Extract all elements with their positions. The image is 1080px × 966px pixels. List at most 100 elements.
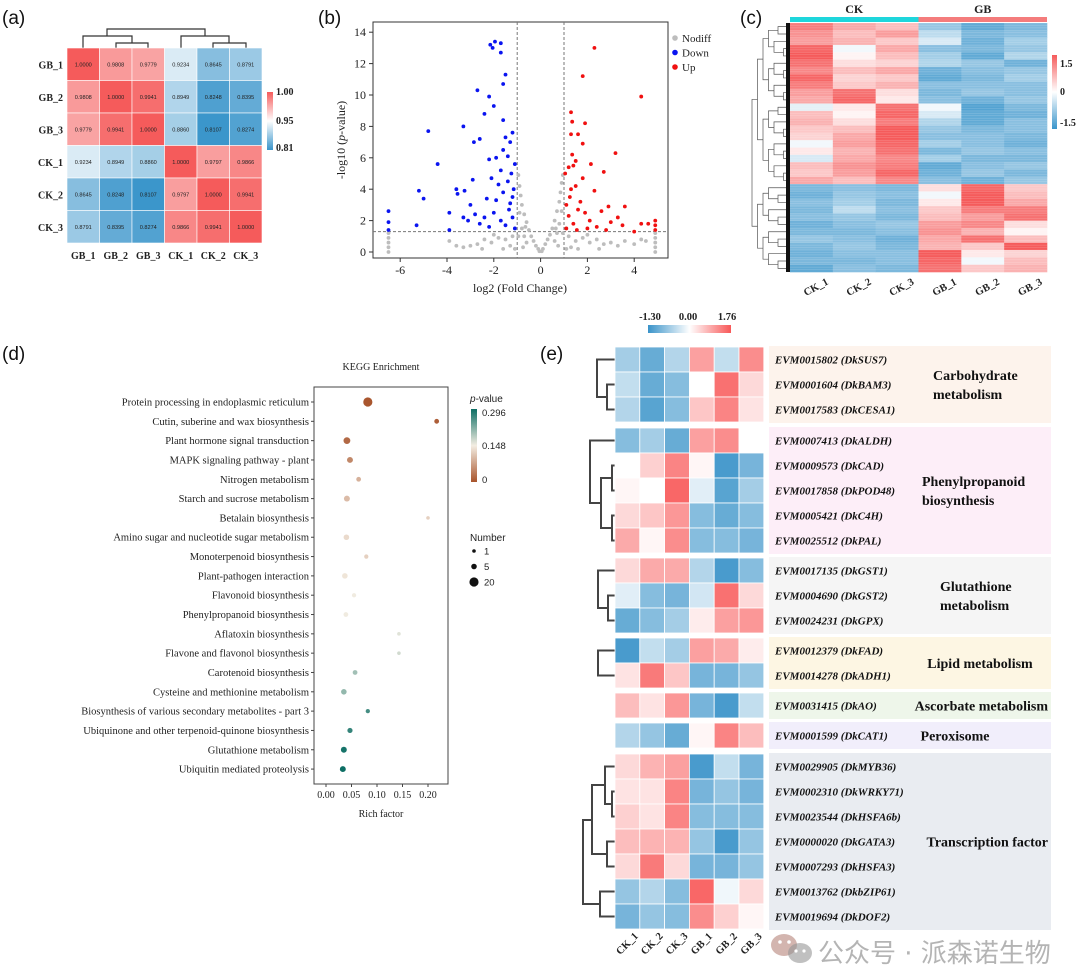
point-down	[501, 82, 506, 86]
heatmap-cell	[229, 112, 263, 146]
point-nodiff	[496, 235, 501, 240]
dendrogram-c	[751, 26, 788, 269]
category-label: Starch and sucrose metabolism	[179, 494, 309, 505]
heatmap-cell	[713, 722, 740, 749]
gene-label: EVM0004690 (DkGST2)	[774, 591, 888, 603]
heatmap-cell	[918, 110, 962, 119]
heatmap-cell	[664, 853, 690, 880]
point-up	[606, 204, 611, 209]
column-label: GB_1	[931, 277, 959, 299]
category-label: Monoterpenoid biosynthesis	[190, 552, 309, 563]
heatmap-cell	[875, 125, 919, 134]
point-down	[386, 220, 391, 225]
heatmap-cell	[875, 140, 919, 148]
column-label: GB_3	[739, 931, 765, 957]
colorbar-tick-label: 1.00	[276, 87, 294, 98]
heatmap-cell	[918, 228, 962, 236]
colorbar-tick-label: 1.76	[718, 312, 736, 323]
heatmap-cell	[614, 527, 641, 554]
heatmap-cell	[1004, 110, 1048, 119]
heatmap-cell	[832, 257, 876, 265]
heatmap-cell	[875, 235, 919, 244]
heatmap-cell	[614, 346, 641, 373]
heatmap-cell	[664, 753, 690, 780]
heatmap-cell	[961, 30, 1005, 38]
x-tick-label: -2	[489, 263, 499, 277]
heatmap-cell	[66, 145, 100, 179]
point-up	[570, 152, 575, 157]
heatmap-cell	[918, 132, 962, 141]
point-down	[503, 223, 508, 228]
heatmap-cell	[790, 23, 834, 31]
column-label: GB_1	[71, 251, 95, 262]
heatmap-cell	[664, 803, 690, 830]
gene-label: EVM0005421 (DkC4H)	[774, 511, 883, 523]
heatmap-cell	[713, 878, 740, 905]
column-label: CK_3	[233, 251, 258, 262]
point-down	[487, 224, 492, 229]
heatmap-cell	[1004, 125, 1048, 134]
heatmap-cell	[918, 74, 962, 82]
heatmap-cell	[832, 132, 876, 141]
cell-value: 0.9234	[75, 160, 92, 166]
heatmap-cell	[790, 184, 834, 192]
heatmap-cell	[918, 125, 962, 134]
legend-label: Down	[682, 48, 709, 60]
point-up	[622, 204, 627, 209]
heatmap-cell	[1004, 118, 1048, 126]
heatmap-cell	[875, 220, 919, 229]
point-nodiff	[601, 242, 606, 247]
column-label: CK_3	[664, 931, 690, 957]
cell-value: 0.8274	[140, 225, 157, 231]
heatmap-cell	[664, 828, 690, 855]
y-tick-label: 4	[360, 182, 366, 196]
heatmap-cell	[639, 662, 665, 689]
heatmap-cell	[832, 264, 876, 273]
enrichment-dot	[343, 534, 350, 541]
heatmap-cell	[66, 177, 100, 211]
heatmap-cell	[738, 371, 765, 398]
heatmap-cell	[738, 477, 765, 504]
row-label: GB_1	[39, 60, 63, 71]
point-down	[454, 187, 459, 192]
point-down	[466, 218, 470, 223]
point-nodiff	[541, 246, 545, 251]
heatmap-cell	[664, 557, 690, 584]
heatmap-cell	[664, 722, 690, 749]
heatmap-cell	[1004, 184, 1048, 192]
point-nodiff	[517, 210, 522, 215]
heatmap-cell	[1004, 162, 1048, 170]
heatmap-cell	[689, 853, 715, 880]
colorbar	[648, 325, 731, 333]
point-nodiff	[501, 246, 506, 251]
point-nodiff	[489, 240, 494, 245]
point-nodiff	[585, 232, 590, 237]
point-up	[564, 203, 569, 207]
heatmap-cell	[875, 118, 919, 126]
heatmap-cell	[689, 502, 715, 529]
heatmap-cell	[875, 88, 919, 97]
point-nodiff	[566, 234, 571, 239]
gene-label: EVM0001604 (DkBAM3)	[774, 380, 891, 392]
size-legend-marker	[469, 577, 479, 587]
colorbar	[267, 92, 273, 150]
heatmap-cell	[961, 96, 1005, 104]
cell-value: 0.9797	[172, 192, 189, 198]
point-up	[569, 132, 573, 137]
heatmap-cell	[918, 206, 962, 214]
heatmap-cell	[131, 177, 165, 211]
gene-label: EVM0007413 (DkALDH)	[774, 436, 892, 448]
cell-value: 1.0000	[237, 225, 254, 231]
heatmap-cell	[961, 250, 1005, 258]
heatmap-cell	[961, 213, 1005, 222]
point-nodiff	[522, 212, 527, 217]
y-tick-label: 10	[354, 88, 366, 102]
heatmap-cell	[713, 637, 740, 664]
heatmap-cell	[832, 140, 876, 148]
heatmap-cell	[664, 607, 690, 634]
heatmap-cell	[875, 184, 919, 192]
point-down	[421, 196, 426, 201]
cell-value: 0.8395	[107, 225, 124, 231]
point-up	[639, 94, 644, 99]
dendrogram-branch	[773, 143, 788, 156]
